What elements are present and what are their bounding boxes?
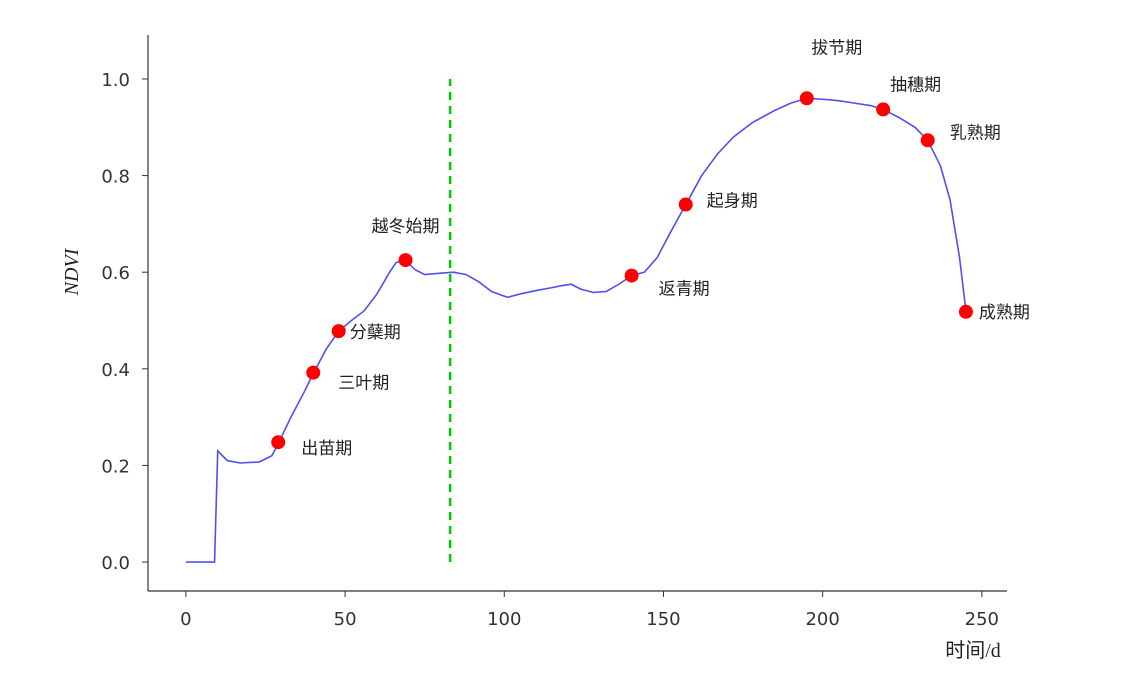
stage-point [271,435,286,450]
y-tick-label: 0.8 [101,167,130,188]
x-tick-label: 200 [805,609,839,630]
stage-label: 出苗期 [301,439,352,459]
y-tick-label: 1.0 [101,70,130,91]
stage-label: 分蘖期 [350,323,401,343]
stage-label: 起身期 [707,192,758,212]
ndvi-line [185,97,967,563]
y-axis-label: NDVI [61,247,83,296]
stage-point [331,324,346,339]
stage-label: 乳熟期 [950,122,1001,143]
stage-label: 拔节期 [811,38,862,58]
stage-point [876,102,891,117]
stage-point [799,91,814,106]
y-tick-label: 0.6 [101,263,130,284]
stage-label: 越冬始期 [372,217,440,237]
x-tick-label: 150 [646,609,680,630]
x-tick-label: 50 [334,609,357,630]
stage-point [678,197,693,212]
stage-point [624,268,639,283]
stage-label: 返青期 [659,280,710,300]
stage-point [398,253,413,268]
y-tick-label: 0.2 [101,456,130,477]
x-tick-label: 100 [487,609,521,630]
stage-label: 三叶期 [338,374,389,394]
x-axis-label: 时间/d [945,639,1001,662]
x-tick-label: 250 [965,609,999,630]
stage-label: 成熟期 [979,302,1030,323]
stage-label: 抽穗期 [890,75,941,95]
stage-point [958,304,973,319]
x-tick-label: 0 [180,609,191,630]
stage-point [306,365,321,380]
stage-point [920,133,935,148]
y-tick-label: 0.4 [101,360,130,381]
y-tick-label: 0.0 [101,553,130,574]
